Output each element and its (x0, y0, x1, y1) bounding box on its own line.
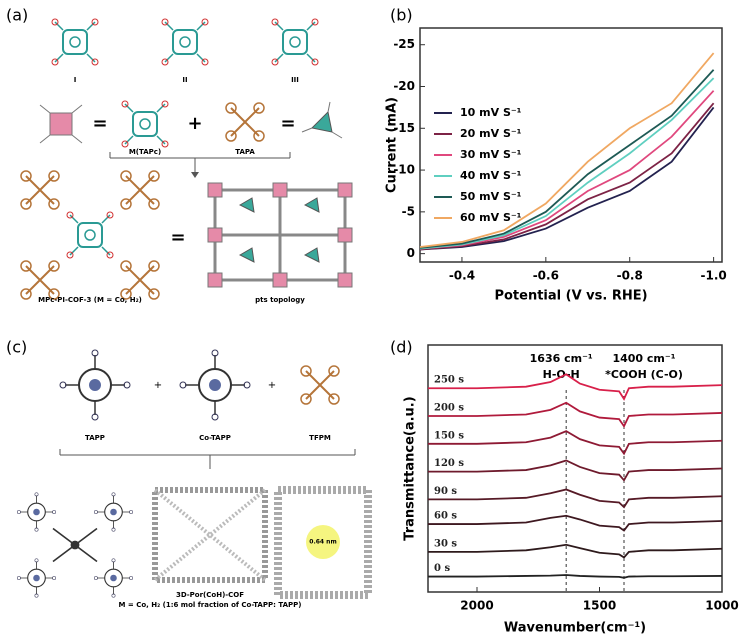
series-line (428, 543, 723, 559)
series-label: 120 s (434, 458, 464, 469)
y-tick-label: -10 (393, 163, 415, 177)
series-line (428, 488, 723, 509)
plot-frame (427, 344, 723, 593)
series-line (428, 514, 723, 532)
monomer (161, 18, 209, 66)
monomer-label: III (291, 76, 299, 84)
arrow (191, 172, 199, 178)
series-label: 90 s (434, 486, 457, 497)
panel-label: (d) (390, 338, 413, 357)
product-label: 3D-Por(CoH)-COF (176, 591, 244, 599)
panel-label: (c) (6, 338, 27, 357)
monomer (59, 349, 131, 421)
pore-structure (274, 486, 372, 599)
y-axis-label: Current (mA) (385, 97, 400, 193)
series-line (419, 90, 715, 250)
panel-label: (a) (6, 6, 28, 25)
x-tick-label: -1.0 (700, 269, 726, 283)
y-tick-label: -5 (402, 204, 415, 218)
bracket (59, 449, 356, 469)
x-tick-label: -0.6 (533, 269, 559, 283)
legend-label: 20 mV S⁻¹ (460, 127, 522, 140)
x-tick-label: 1500 (583, 599, 616, 613)
annotation: 1400 cm⁻¹ (612, 352, 675, 365)
series-label: 150 s (434, 430, 464, 441)
monomer-label: Co-TAPP (199, 434, 231, 442)
panel-a: (a) I II III = + = M(TAPc) TAPA = MPc-PI… (6, 6, 353, 304)
series-line (428, 430, 723, 456)
series-line (428, 574, 723, 579)
bracket (109, 152, 291, 174)
monomer-label: TFPM (309, 434, 331, 442)
series-line (419, 106, 715, 251)
plus: + (154, 380, 162, 391)
series-line (428, 459, 723, 482)
note: M = Co, H₂ (1:6 mol fraction of Co-TAPP:… (119, 601, 302, 609)
linker-label: TAPA (235, 148, 255, 156)
plus: + (187, 113, 202, 134)
monomer (51, 18, 99, 66)
topology (207, 182, 353, 288)
network (16, 492, 134, 598)
equals: = (92, 113, 107, 134)
series-line (419, 102, 715, 251)
legend-label: 10 mV S⁻¹ (460, 106, 522, 119)
product-label: MPc-PI-COF-3 (M = Co, H₂) (38, 296, 142, 304)
series-line (419, 69, 715, 249)
cof-structure (155, 490, 265, 580)
legend-label: 40 mV S⁻¹ (460, 169, 522, 182)
monomer-label: TAPP (85, 434, 105, 442)
x-tick-label: -0.4 (449, 269, 475, 283)
monomer-label: II (182, 76, 187, 84)
monomer (271, 18, 319, 66)
y-tick-label: 0 (407, 246, 415, 260)
x-tick-label: -0.8 (617, 269, 643, 283)
series-line (419, 52, 715, 248)
series-line (428, 373, 723, 401)
panel-c: (c) + + TAPP Co-TAPP TFPM 0.64 nm 3D-Por… (6, 338, 372, 609)
annotation: 1636 cm⁻¹ (530, 352, 593, 365)
y-tick-label: -20 (393, 79, 415, 93)
series-label: 0 s (434, 563, 450, 574)
x-tick-label: 2000 (460, 599, 493, 613)
linker (225, 102, 265, 142)
equals: = (170, 227, 185, 248)
legend-label: 50 mV S⁻¹ (460, 190, 522, 203)
legend-label: 60 mV S⁻¹ (460, 211, 522, 224)
linker-icon (301, 101, 343, 139)
panel-label: (b) (390, 6, 413, 25)
monomer (300, 365, 340, 405)
series-label: 250 s (434, 375, 464, 386)
series-line (428, 401, 723, 428)
legend-label: 30 mV S⁻¹ (460, 148, 522, 161)
x-tick-label: 1000 (705, 599, 738, 613)
x-axis-label: Potential (V vs. RHE) (494, 289, 647, 304)
topology-label: pts topology (255, 296, 305, 304)
monomer (179, 349, 251, 421)
y-axis-label: Transmittance(a.u.) (403, 396, 418, 540)
series-line (419, 77, 715, 250)
monomer (121, 100, 169, 148)
plot-frame (419, 27, 723, 263)
series-label: 30 s (434, 538, 457, 549)
series-label: 200 s (434, 403, 464, 414)
equals: = (280, 113, 295, 134)
series-label: 60 s (434, 511, 457, 522)
plus: + (268, 380, 276, 391)
y-tick-label: -25 (393, 37, 415, 51)
product (20, 170, 160, 300)
monomer-label: I (74, 76, 77, 84)
x-axis-label: Wavenumber(cm⁻¹) (504, 621, 646, 636)
pore-label: 0.64 nm (309, 539, 336, 546)
node-icon (39, 104, 83, 144)
annotation: *COOH (C-O) (605, 368, 683, 381)
y-tick-label: -15 (393, 121, 415, 135)
node-label: M(TAPc) (129, 148, 161, 156)
